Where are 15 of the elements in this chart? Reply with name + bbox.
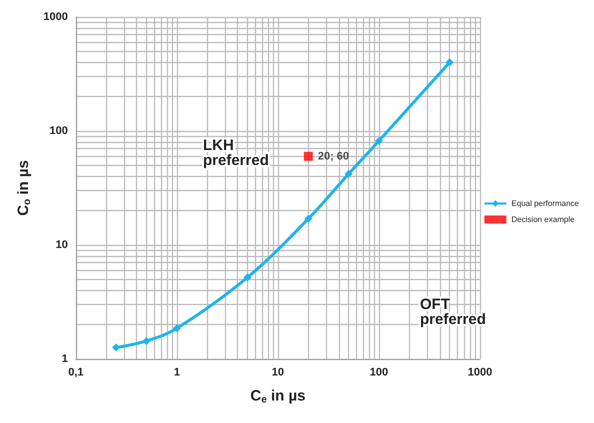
x-tick-label: 0,1	[68, 366, 84, 378]
x-tick-label: 10	[272, 366, 284, 378]
x-tick-label: 100	[370, 366, 388, 378]
y-tick-label: 100	[50, 125, 68, 137]
y-axis-title: Co in µs	[15, 160, 33, 216]
x-tick-label: 1000	[468, 366, 492, 378]
data-label: 20; 60	[318, 150, 350, 162]
legend-label: Decision example	[511, 215, 576, 224]
y-tick-label: 1000	[43, 11, 68, 23]
y-tick-label: 1	[62, 353, 68, 365]
annotation: OFT preferred	[420, 296, 486, 328]
legend-label: Equal performance	[511, 199, 580, 208]
x-tick-label: 1	[174, 366, 180, 378]
annotation: LKH preferred	[203, 137, 269, 169]
y-tick-label: 10	[56, 239, 68, 251]
